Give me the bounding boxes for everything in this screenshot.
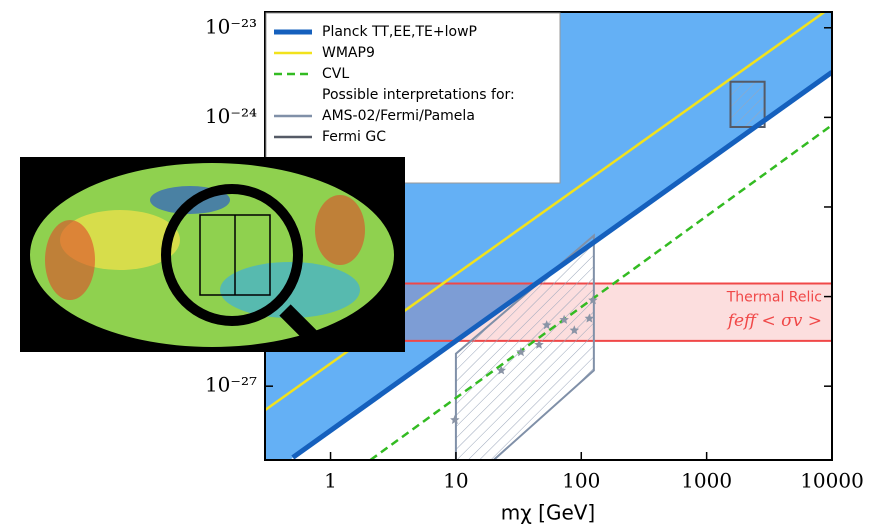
legend-box: [265, 12, 561, 184]
magnifier-lens: [161, 184, 303, 326]
star-marker: [569, 325, 580, 335]
series-line: [291, 70, 832, 460]
region: [729, 80, 766, 129]
legend-label: Fermi GC: [322, 129, 386, 145]
sky-patch: [315, 195, 365, 265]
star-marker: [496, 365, 506, 375]
x-axis-label: mχ [GeV]: [501, 501, 595, 525]
series-line: [369, 124, 832, 460]
star-marker: [584, 313, 595, 323]
legend-heading: Possible interpretations for:: [322, 87, 515, 103]
star-marker: [516, 347, 526, 357]
x-tick-label: 10000: [800, 469, 864, 493]
star-marker: [534, 339, 544, 349]
star-marker: [588, 295, 598, 305]
y-tick-label: 10⁻²⁷: [205, 373, 257, 397]
legend-label: CVL: [322, 66, 349, 82]
star-marker: [450, 414, 460, 424]
band-sublabel: feff < σv >: [726, 311, 822, 331]
feynman-diagram: [199, 214, 271, 296]
x-tick-label: 10: [443, 469, 468, 493]
x-tick-label: 100: [562, 469, 600, 493]
star-marker: [559, 314, 569, 324]
legend-label: AMS-02/Fermi/Pamela: [322, 108, 475, 124]
x-tick-label: 1000: [681, 469, 732, 493]
sky-patch: [45, 220, 95, 300]
legend-label: WMAP9: [322, 45, 375, 61]
sky-map-illustration: [20, 157, 405, 352]
band-label: Thermal Relic: [726, 289, 822, 305]
legend: Planck TT,EE,TE+lowP WMAP9 CVL Possible int…: [265, 12, 561, 184]
x-tick-label: 1: [324, 469, 337, 493]
magnifier-handle: [279, 304, 326, 351]
y-tick-label: 10⁻²⁴: [205, 104, 257, 128]
star-marker: [542, 320, 552, 330]
legend-label: Planck TT,EE,TE+lowP: [322, 24, 477, 40]
y-tick-label: 10⁻²³: [205, 14, 257, 38]
